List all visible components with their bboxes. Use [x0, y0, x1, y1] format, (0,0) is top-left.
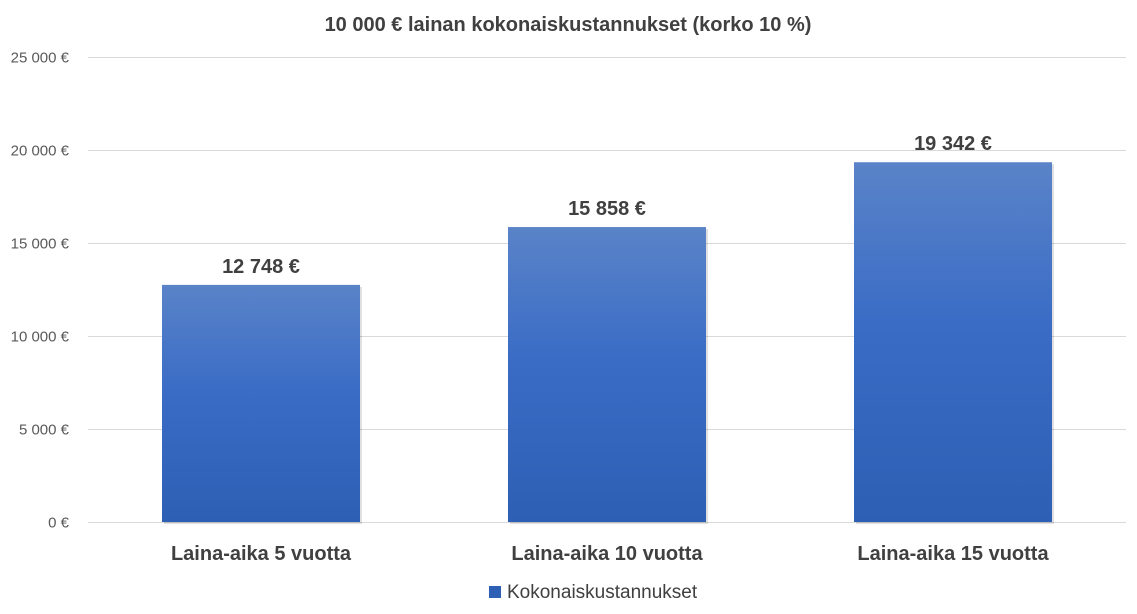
y-axis-ticks: 0 € 5 000 € 10 000 € 15 000 € 20 000 € 25 000… [11, 50, 70, 532]
data-labels: 12 748 € 15 858 € 19 342 € [222, 133, 992, 278]
x-tick-label: Laina-aika 10 vuotta [511, 543, 703, 565]
legend-label: Kokonaiskustannukset [507, 582, 698, 603]
bar [854, 162, 1052, 522]
legend-swatch [489, 586, 501, 598]
x-tick-label: Laina-aika 5 vuotta [171, 543, 352, 565]
bar [508, 227, 706, 522]
y-tick-label: 20 000 € [11, 143, 70, 160]
data-label: 19 342 € [914, 133, 992, 155]
data-label: 12 748 € [222, 256, 300, 278]
x-axis-ticks: Laina-aika 5 vuotta Laina-aika 10 vuotta L… [171, 543, 1049, 565]
y-tick-label: 5 000 € [19, 422, 70, 439]
y-tick-label: 15 000 € [11, 236, 70, 253]
x-tick-label: Laina-aika 15 vuotta [857, 543, 1049, 565]
legend: Kokonaiskustannukset [489, 582, 698, 603]
y-tick-label: 10 000 € [11, 329, 70, 346]
y-tick-label: 25 000 € [11, 50, 70, 67]
chart-title: 10 000 € lainan kokonaiskustannukset (ko… [325, 14, 812, 36]
y-tick-label: 0 € [48, 515, 70, 532]
bars [162, 162, 1054, 524]
data-label: 15 858 € [568, 198, 646, 220]
bar [162, 284, 360, 522]
